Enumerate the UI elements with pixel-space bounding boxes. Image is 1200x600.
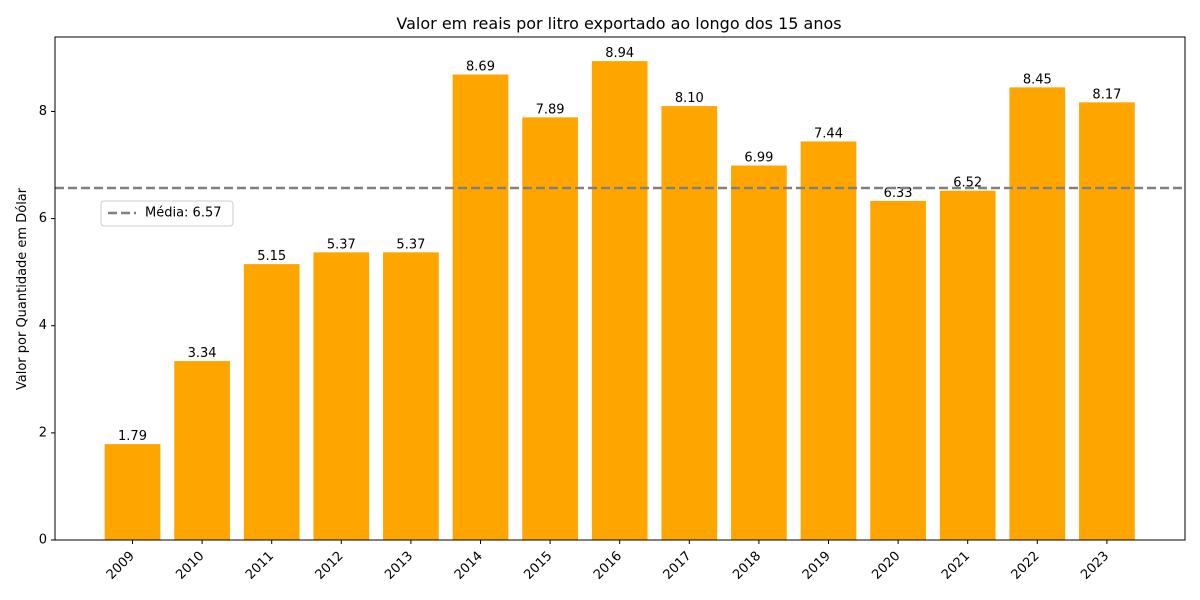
bar-value-label-2013: 5.37: [396, 237, 425, 252]
x-tick-label-2022: 2022: [1009, 549, 1043, 583]
x-tick-label-2020: 2020: [869, 549, 903, 583]
x-tick-label-2010: 2010: [173, 549, 207, 583]
bar-value-label-2015: 7.89: [536, 102, 565, 117]
bar-value-label-2020: 6.33: [884, 186, 913, 201]
x-tick-label-2012: 2012: [313, 549, 347, 583]
x-axis: 2009 2010 2011 2012 2013 2014 2015 2016 2017 2018…: [104, 540, 1112, 583]
y-tick-label-0: 0: [39, 533, 47, 548]
bar-labels-group: 1.79 3.34 5.15 5.37 5.37 8.69 7.89 8.94 8.10 6.99…: [118, 46, 1121, 444]
x-tick-label-2018: 2018: [730, 549, 764, 583]
bar-2013: [383, 252, 439, 540]
bar-2010: [174, 361, 230, 540]
chart-title: Valor em reais por litro exportado ao lo…: [396, 14, 841, 33]
x-tick-label-2016: 2016: [591, 549, 625, 583]
bar-2023: [1079, 102, 1135, 540]
bar-2020: [870, 200, 926, 540]
y-tick-label-8: 8: [39, 104, 47, 119]
bars-group: [104, 61, 1135, 541]
bar-value-label-2016: 8.94: [605, 46, 634, 61]
bar-value-label-2009: 1.79: [118, 429, 147, 444]
x-tick-label-2013: 2013: [382, 549, 416, 583]
plot-frame: [54, 36, 1186, 541]
legend-box: [100, 200, 234, 227]
bar-value-label-2022: 8.45: [1023, 72, 1052, 87]
bar-value-label-2014: 8.69: [466, 59, 495, 74]
bar-2012: [313, 252, 370, 540]
x-tick-label-2021: 2021: [939, 549, 973, 583]
bar-value-label-2019: 7.44: [814, 126, 843, 141]
bar-value-label-2011: 5.15: [257, 249, 286, 264]
x-tick-label-2017: 2017: [661, 549, 695, 583]
bar-2022: [1009, 87, 1066, 540]
bar-value-label-2010: 3.34: [188, 346, 217, 361]
bar-value-label-2012: 5.37: [327, 237, 356, 252]
y-tick-label-2: 2: [39, 425, 47, 440]
bar-2016: [591, 61, 648, 540]
bar-value-label-2018: 6.99: [744, 151, 773, 166]
x-tick-label-2019: 2019: [800, 549, 834, 583]
x-tick-label-2011: 2011: [243, 549, 277, 583]
bar-2019: [800, 141, 857, 541]
bar-2014: [452, 74, 509, 540]
bar-2018: [731, 165, 787, 540]
y-axis: 0 2 4 6 8: [39, 104, 55, 548]
bar-2011: [243, 264, 300, 540]
x-tick-label-2023: 2023: [1078, 549, 1112, 583]
x-tick-label-2014: 2014: [452, 549, 486, 583]
bar-2015: [522, 117, 578, 540]
legend-entry-label: Média: 6.57: [145, 206, 222, 221]
bar-2021: [939, 190, 996, 541]
bar-value-label-2017: 8.10: [675, 91, 704, 106]
x-tick-label-2015: 2015: [521, 549, 555, 583]
x-tick-label-2009: 2009: [104, 549, 138, 583]
y-tick-label-4: 4: [39, 318, 47, 333]
legend: Média: 6.57: [100, 200, 234, 227]
y-tick-label-6: 6: [39, 211, 47, 226]
y-axis-label: Valor por Quantidade em Dólar: [15, 187, 30, 390]
bar-2017: [661, 106, 718, 540]
bar-value-label-2023: 8.17: [1092, 87, 1121, 102]
bar-2009: [104, 444, 161, 540]
